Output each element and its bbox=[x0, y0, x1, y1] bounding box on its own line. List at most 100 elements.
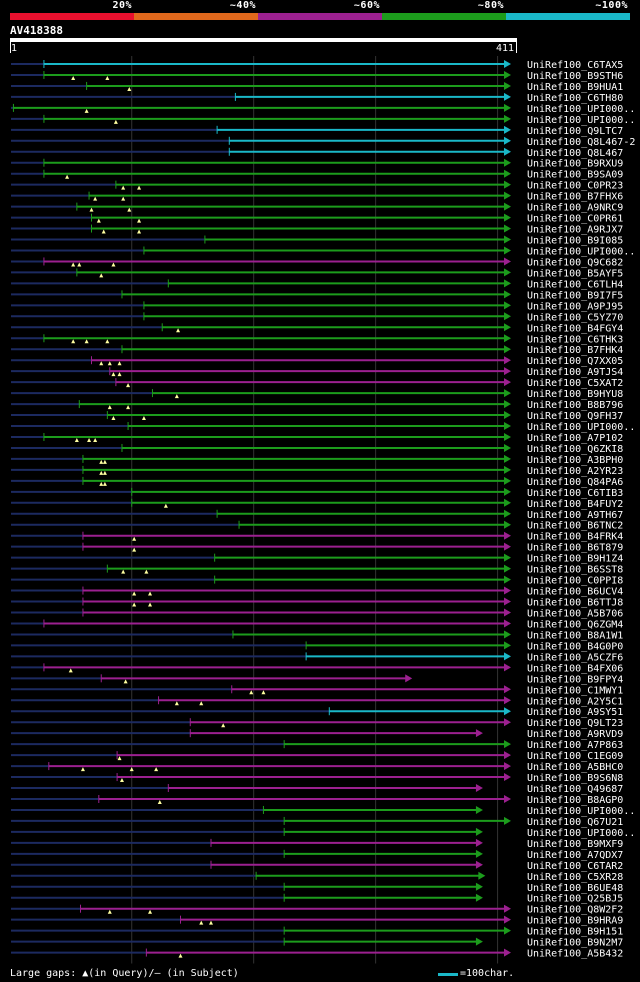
hit-name[interactable]: UniRef100_A9SY51 bbox=[527, 707, 623, 718]
hit-arrowhead bbox=[504, 279, 511, 288]
hit-name[interactable]: UniRef100_B8B796 bbox=[527, 400, 623, 411]
hit-arrowhead bbox=[478, 871, 486, 880]
hit-name[interactable]: UniRef100_B5AYF5 bbox=[527, 268, 623, 279]
hit-name[interactable]: UniRef100_A5CZF6 bbox=[527, 652, 623, 663]
gap-marker-icon bbox=[102, 470, 107, 475]
hit-name[interactable]: UniRef100_B9HUA1 bbox=[527, 82, 623, 93]
hit-name[interactable]: UniRef100_Q7XX05 bbox=[527, 356, 623, 367]
legend-label-1: 20% bbox=[112, 0, 132, 11]
hit-name[interactable]: UniRef100_A9RJX7 bbox=[527, 225, 623, 236]
hit-name[interactable]: UniRef100_C1MWY1 bbox=[527, 685, 623, 696]
hit-name[interactable]: UniRef100_B9RXU9 bbox=[527, 159, 623, 170]
hit-name[interactable]: UniRef100_B8A1W1 bbox=[527, 630, 623, 641]
hit-name[interactable]: UniRef100_B9SA09 bbox=[527, 170, 623, 181]
hit-name[interactable]: UniRef100_A5B432 bbox=[527, 949, 623, 960]
hit-name[interactable]: UniRef100_A9NRC9 bbox=[527, 203, 623, 214]
hit-arrowhead bbox=[504, 268, 511, 277]
gap-marker-icon bbox=[80, 767, 85, 772]
hit-name[interactable]: UniRef100_UPI000.. bbox=[527, 246, 635, 257]
hit-name[interactable]: UniRef100_Q9C682 bbox=[527, 257, 623, 268]
query-end-label: 411 bbox=[496, 43, 515, 54]
hit-name[interactable]: UniRef100_UPI000.. bbox=[527, 828, 635, 839]
hit-name[interactable]: UniRef100_B6UCV4 bbox=[527, 587, 623, 598]
hit-name[interactable]: UniRef100_B4FX06 bbox=[527, 663, 623, 674]
hit-name[interactable]: UniRef100_Q8W2F2 bbox=[527, 905, 623, 916]
hit-name[interactable]: UniRef100_Q25BJ5 bbox=[527, 894, 623, 905]
hit-name[interactable]: UniRef100_C6TH80 bbox=[527, 93, 623, 104]
hit-name[interactable]: UniRef100_C6TLH4 bbox=[527, 279, 623, 290]
hit-name[interactable]: UniRef100_B9FPY4 bbox=[527, 674, 623, 685]
hit-name[interactable]: UniRef100_UPI000.. bbox=[527, 806, 635, 817]
hit-name[interactable]: UniRef100_Q49687 bbox=[527, 784, 623, 795]
hit-name[interactable]: UniRef100_C5XR28 bbox=[527, 872, 623, 883]
hit-name[interactable]: UniRef100_A7QDX7 bbox=[527, 850, 623, 861]
hit-name[interactable]: UniRef100_B9HYU8 bbox=[527, 389, 623, 400]
hit-name[interactable]: UniRef100_A7P102 bbox=[527, 433, 623, 444]
hit-arrowhead bbox=[504, 707, 511, 716]
hit-name[interactable]: UniRef100_B6T879 bbox=[527, 543, 623, 554]
hit-name[interactable]: UniRef100_A9PJ95 bbox=[527, 301, 623, 312]
hit-name[interactable]: UniRef100_B4FGY4 bbox=[527, 323, 623, 334]
hit-name[interactable]: UniRef100_B6TNC2 bbox=[527, 521, 623, 532]
gap-marker-icon bbox=[221, 723, 226, 728]
hit-name[interactable]: UniRef100_UPI000.. bbox=[527, 422, 635, 433]
hit-name[interactable]: UniRef100_Q84PA6 bbox=[527, 477, 623, 488]
hit-name[interactable]: UniRef100_C0PPI8 bbox=[527, 576, 623, 587]
hit-name[interactable]: UniRef100_B9H1Z4 bbox=[527, 554, 623, 565]
hit-name[interactable]: UniRef100_UPI000.. bbox=[527, 104, 635, 115]
hit-name[interactable]: UniRef100_Q8L467 bbox=[527, 148, 623, 159]
hit-name[interactable]: UniRef100_A3BPH0 bbox=[527, 455, 623, 466]
hit-name[interactable]: UniRef100_Q6ZGM4 bbox=[527, 619, 623, 630]
hit-name[interactable]: UniRef100_C0PR23 bbox=[527, 181, 623, 192]
hit-name[interactable]: UniRef100_B9MXF9 bbox=[527, 839, 623, 850]
hit-name[interactable]: UniRef100_B8AGP0 bbox=[527, 795, 623, 806]
hit-name[interactable]: UniRef100_B7FHK4 bbox=[527, 345, 623, 356]
hit-name[interactable]: UniRef100_A5B706 bbox=[527, 609, 623, 620]
hit-name[interactable]: UniRef100_C0PR61 bbox=[527, 214, 623, 225]
hit-name[interactable]: UniRef100_A9TJS4 bbox=[527, 367, 623, 378]
hit-name[interactable]: UniRef100_B4FRK4 bbox=[527, 532, 623, 543]
hit-name[interactable]: UniRef100_Q9FH37 bbox=[527, 411, 623, 422]
gap-marker-icon bbox=[99, 459, 104, 464]
hit-name[interactable]: UniRef100_A7P863 bbox=[527, 740, 623, 751]
hit-name[interactable]: UniRef100_A2Y5C1 bbox=[527, 696, 623, 707]
hit-name[interactable]: UniRef100_B9I085 bbox=[527, 236, 623, 247]
legend-band-2 bbox=[134, 13, 258, 20]
hit-name[interactable]: UniRef100_C6TAX5 bbox=[527, 60, 623, 71]
hit-name[interactable]: UniRef100_Q6ZKI8 bbox=[527, 444, 623, 455]
hit-name[interactable]: UniRef100_UPI000.. bbox=[527, 115, 635, 126]
gap-marker-icon bbox=[96, 218, 101, 223]
hit-name[interactable]: UniRef100_C6TAR2 bbox=[527, 861, 623, 872]
gap-marker-icon bbox=[77, 262, 82, 267]
legend-band-5 bbox=[506, 13, 630, 20]
hit-name[interactable]: UniRef100_A9RVD9 bbox=[527, 729, 623, 740]
gap-marker-icon bbox=[99, 470, 104, 475]
hit-name[interactable]: UniRef100_B4G0P0 bbox=[527, 641, 623, 652]
hit-name[interactable]: UniRef100_B9I7F5 bbox=[527, 290, 623, 301]
hit-name[interactable]: UniRef100_B6SST8 bbox=[527, 565, 623, 576]
hit-name[interactable]: UniRef100_A9TH67 bbox=[527, 510, 623, 521]
hit-name[interactable]: UniRef100_C5YZ70 bbox=[527, 312, 623, 323]
hit-name[interactable]: UniRef100_C1EG09 bbox=[527, 751, 623, 762]
hit-name[interactable]: UniRef100_Q8L467-2 bbox=[527, 137, 635, 148]
hit-name[interactable]: UniRef100_A2YR23 bbox=[527, 466, 623, 477]
hit-name[interactable]: UniRef100_B4FUY2 bbox=[527, 499, 623, 510]
hit-name[interactable]: UniRef100_C6THK3 bbox=[527, 334, 623, 345]
gap-marker-icon bbox=[93, 196, 98, 201]
hit-name[interactable]: UniRef100_Q9LT23 bbox=[527, 718, 623, 729]
hit-name[interactable]: UniRef100_B9H151 bbox=[527, 927, 623, 938]
hit-name[interactable]: UniRef100_A5BHC0 bbox=[527, 762, 623, 773]
hit-name[interactable]: UniRef100_B9N2M7 bbox=[527, 938, 623, 949]
hit-name[interactable]: UniRef100_C6TIB3 bbox=[527, 488, 623, 499]
hit-name[interactable]: UniRef100_B9HRA9 bbox=[527, 916, 623, 927]
hit-arrowhead bbox=[504, 520, 511, 529]
hit-name[interactable]: UniRef100_Q67U21 bbox=[527, 817, 623, 828]
hit-name[interactable]: UniRef100_B9STH6 bbox=[527, 71, 623, 82]
legend-label-2: ~40% bbox=[229, 0, 256, 11]
hit-name[interactable]: UniRef100_Q9LTC7 bbox=[527, 126, 623, 137]
hit-name[interactable]: UniRef100_B9S6N8 bbox=[527, 773, 623, 784]
hit-name[interactable]: UniRef100_C5XAT2 bbox=[527, 378, 623, 389]
hit-name[interactable]: UniRef100_B6UE48 bbox=[527, 883, 623, 894]
hit-name[interactable]: UniRef100_B6TTJ8 bbox=[527, 598, 623, 609]
hit-name[interactable]: UniRef100_B7FHX6 bbox=[527, 192, 623, 203]
